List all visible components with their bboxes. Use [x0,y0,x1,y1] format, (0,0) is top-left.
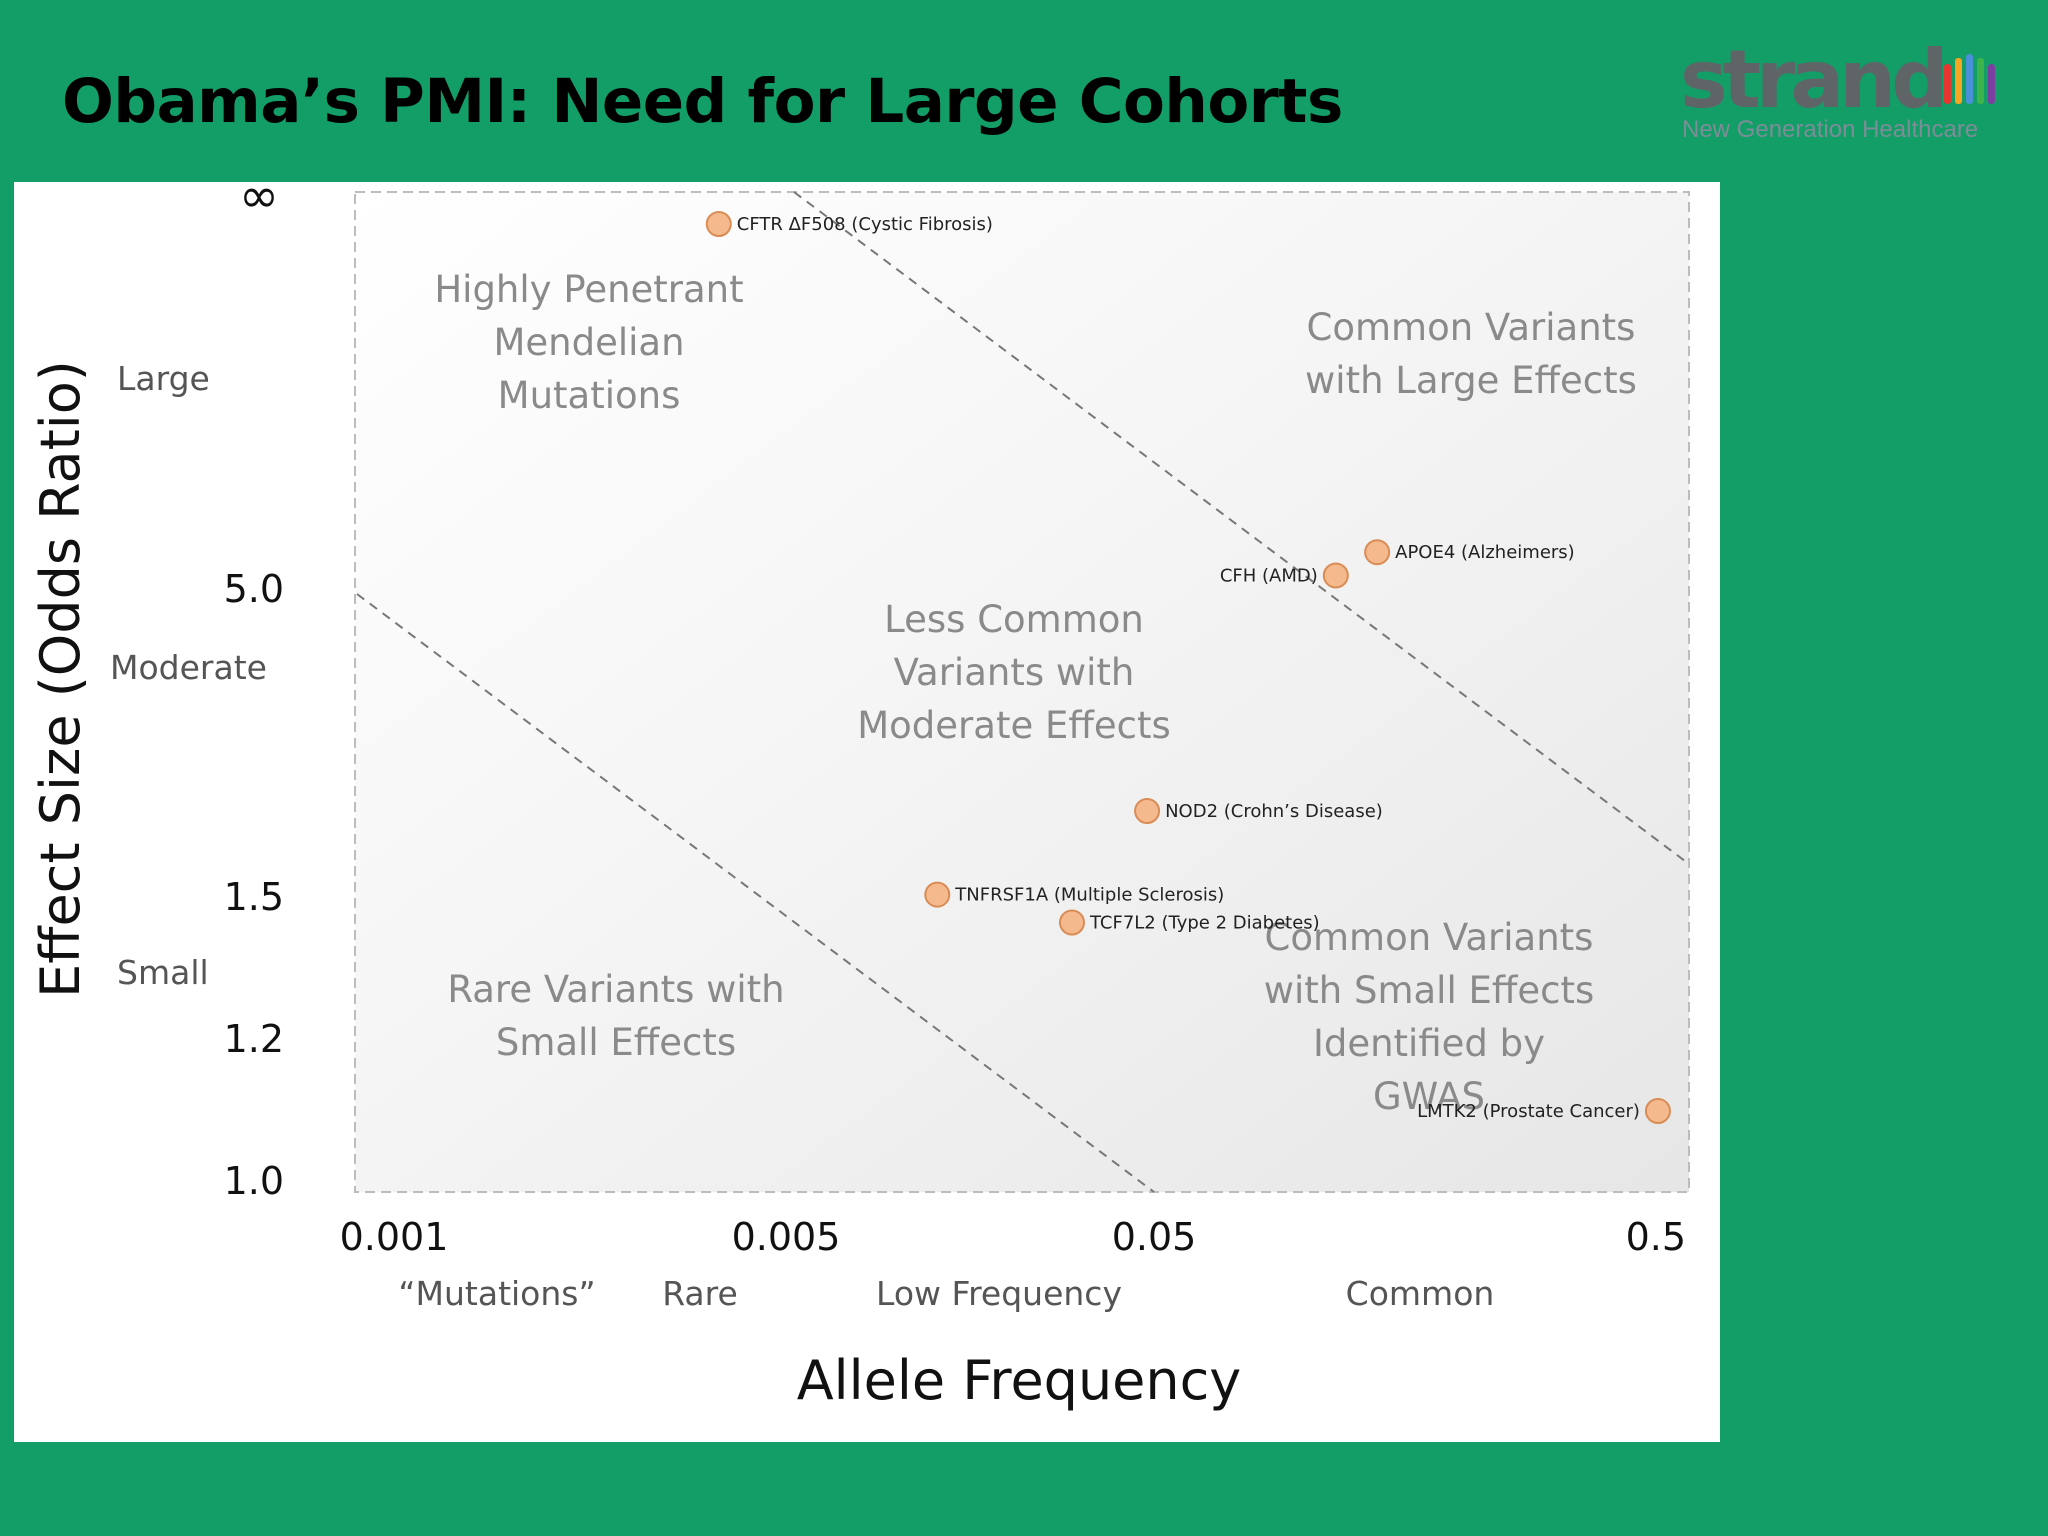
region-label-line: Moderate Effects [857,704,1171,747]
region-label-line: Less Common [884,598,1144,641]
region-label-line: Mutations [498,374,681,417]
y-category-label: Moderate [110,648,267,687]
logo-tagline: New Generation Healthcare [1682,116,1979,143]
data-point-label: APOE4 (Alzheimers) [1395,542,1575,563]
region-label-line: Variants with [894,651,1135,694]
region-labels: Highly Penetrant Mendelian Mutations Common… [434,268,1637,1118]
boundary-line-lower [356,593,1155,1193]
y-tick-label: 1.0 [224,1159,284,1203]
region-label-line: Rare Variants with [447,968,784,1011]
region-label-common-large: Common Variants with Large Effects [1305,306,1637,402]
boundary-line-upper [793,191,1690,865]
data-point-label: TNFRSF1A (Multiple Sclerosis) [954,885,1224,906]
data-point [924,881,951,908]
x-tick-label: 0.05 [1112,1215,1197,1259]
x-axis-title: Allele Frequency [797,1349,1242,1412]
region-label-rare-small: Rare Variants with Small Effects [447,968,784,1064]
data-points: CFTR ΔF508 (Cystic Fibrosis) APOE4 (Alzhe… [705,211,1671,1124]
region-label-line: Identified by [1313,1022,1545,1065]
y-axis-labels: ∞ 5.0 1.5 1.2 1.0 Large Moderate Small [110,182,284,1203]
x-axis-labels: 0.001 0.005 0.05 0.5 “Mutations” Rare Lo… [340,1215,1686,1313]
region-label-line: GWAS [1373,1075,1485,1118]
region-label-line: with Small Effects [1264,969,1595,1012]
logo-bars-icon [1944,54,1995,104]
data-point-label: NOD2 (Crohn’s Disease) [1165,801,1383,822]
y-category-label: Large [117,359,210,398]
data-point [705,211,732,237]
data-point-label: LMTK2 (Prostate Cancer) [1417,1101,1640,1122]
x-category-label: Rare [662,1274,738,1313]
data-point-label: CFTR ΔF508 (Cystic Fibrosis) [737,214,993,235]
region-label-line: Common Variants [1307,306,1636,349]
region-label-line: Mendelian [493,321,684,364]
region-label-line: with Large Effects [1305,359,1637,402]
region-label-line: Highly Penetrant [434,268,743,311]
y-tick-label: ∞ [239,182,279,224]
data-point [1364,539,1391,566]
region-label-line: Small Effects [496,1021,736,1064]
logo-wordmark: strand [1680,33,1949,126]
data-point [1134,798,1161,824]
region-label-mendelian: Highly Penetrant Mendelian Mutations [434,268,743,417]
strand-logo: strand New Generation Healthcare [1680,40,2000,150]
y-category-label: Small [117,953,209,992]
region-label-line: Common Variants [1265,916,1594,959]
slide-title: Obama’s PMI: Need for Large Cohorts [62,66,1343,137]
region-label-less-common: Less Common Variants with Moderate Effects [857,598,1171,747]
x-tick-label: 0.5 [1626,1215,1686,1259]
y-tick-label: 1.5 [224,875,284,919]
x-category-label: Low Frequency [876,1274,1122,1313]
x-category-label: “Mutations” [398,1274,595,1313]
x-tick-label: 0.005 [732,1215,841,1259]
y-tick-label: 1.2 [224,1017,284,1061]
x-category-label: Common [1346,1274,1495,1313]
chart-panel: ∞ 5.0 1.5 1.2 1.0 Large Moderate Small 0… [14,182,1720,1442]
region-label-gwas: Common Variants with Small Effects Identif… [1264,916,1595,1118]
data-point [1322,562,1349,589]
y-tick-label: 5.0 [224,567,284,611]
plot-area [354,191,1690,1193]
effect-size-chart: ∞ 5.0 1.5 1.2 1.0 Large Moderate Small 0… [29,182,1690,1412]
data-point [1058,909,1085,936]
x-tick-label: 0.001 [340,1215,449,1259]
data-point [1644,1098,1671,1124]
data-point-label: TCF7L2 (Type 2 Diabetes) [1089,913,1320,934]
data-point-label: CFH (AMD) [1220,565,1318,586]
y-axis-title: Effect Size (Odds Ratio) [29,360,92,998]
